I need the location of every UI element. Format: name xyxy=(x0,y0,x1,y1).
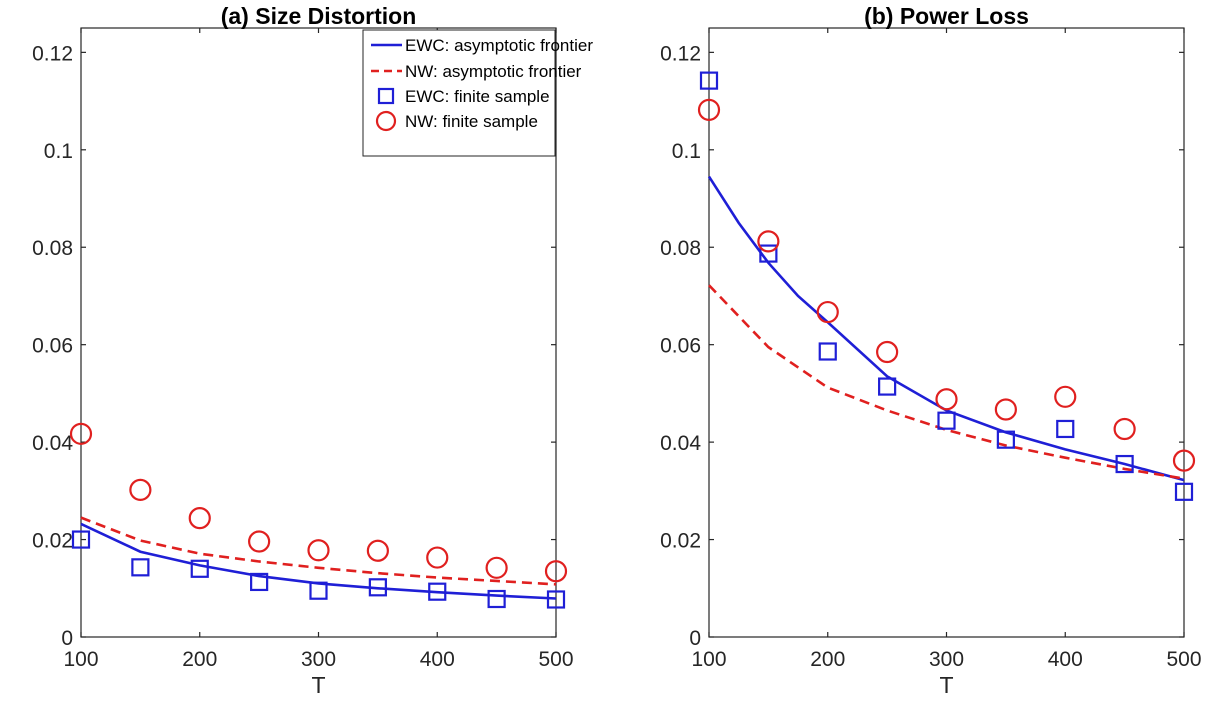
series-line-dashed xyxy=(708,284,1185,480)
square-marker xyxy=(250,572,269,592)
square-marker xyxy=(190,559,209,578)
legend-swatch-ewc-finite xyxy=(377,87,395,105)
chart-title: (b) Power Loss xyxy=(864,3,1029,29)
panel-size-distortion: (a) Size Distortion T 100 200 300 400 500 0 0.… xyxy=(32,3,593,698)
y-tick-label: 0.02 xyxy=(32,530,73,553)
series-line-solid xyxy=(707,175,1185,482)
y-tick-label: 0 xyxy=(61,627,73,650)
x-axis-label: T xyxy=(939,672,953,698)
circle-marker xyxy=(366,539,389,562)
square-marker xyxy=(1115,454,1134,474)
square-marker xyxy=(546,590,566,609)
circle-marker xyxy=(485,556,508,579)
x-tick-label: 500 xyxy=(1166,648,1201,671)
series-line-dashed xyxy=(80,516,557,586)
circle-marker xyxy=(307,539,330,562)
legend-swatch-nw-finite xyxy=(375,110,397,132)
circle-marker xyxy=(188,507,211,530)
square-marker xyxy=(1056,419,1075,439)
tick-group: 100 200 300 400 500 0 0.02 0.04 0.06 0.08 0.1 0.12 xyxy=(660,28,1202,671)
circle-marker xyxy=(994,398,1017,421)
square-marker xyxy=(937,411,956,430)
chart-title: (a) Size Distortion xyxy=(221,3,417,29)
square-marker xyxy=(699,71,719,90)
y-tick-label: 0.08 xyxy=(660,237,701,260)
square-marker xyxy=(309,581,328,600)
square-marker xyxy=(487,589,506,609)
circle-marker xyxy=(426,546,449,569)
x-tick-label: 200 xyxy=(182,648,217,671)
circle-marker xyxy=(248,530,271,553)
circle-marker xyxy=(697,98,721,121)
legend-label-nw-finite: NW: finite sample xyxy=(405,112,538,131)
y-tick-label: 0.06 xyxy=(32,335,73,358)
series-group xyxy=(69,422,568,609)
circle-marker xyxy=(1172,449,1196,472)
x-tick-label: 200 xyxy=(810,648,845,671)
y-tick-label: 0.04 xyxy=(32,432,73,455)
x-tick-label: 300 xyxy=(301,648,336,671)
y-tick-label: 0.1 xyxy=(44,140,73,163)
x-tick-label: 100 xyxy=(691,648,726,671)
circle-marker xyxy=(1054,385,1077,408)
y-tick-label: 0.12 xyxy=(660,42,701,65)
square-marker xyxy=(818,342,837,361)
y-tick-label: 0.04 xyxy=(660,432,701,455)
x-axis-label: T xyxy=(311,672,325,698)
square-marker xyxy=(996,430,1015,449)
square-marker xyxy=(131,558,150,577)
square-marker xyxy=(71,530,91,549)
plot-frame xyxy=(708,27,1185,638)
y-tick-label: 0.02 xyxy=(660,530,701,553)
circle-marker xyxy=(757,230,780,253)
square-marker xyxy=(1174,482,1194,501)
x-tick-label: 100 xyxy=(63,648,98,671)
x-tick-label: 400 xyxy=(420,648,455,671)
y-tick-label: 0.12 xyxy=(32,42,73,65)
y-tick-label: 0 xyxy=(689,627,701,650)
circle-marker xyxy=(1113,417,1136,441)
x-tick-label: 300 xyxy=(929,648,964,671)
legend-box xyxy=(362,29,556,157)
y-tick-label: 0.06 xyxy=(660,335,701,358)
legend-label-ewc-finite: EWC: finite sample xyxy=(405,87,550,106)
circle-marker xyxy=(816,300,839,324)
square-marker xyxy=(368,578,387,597)
legend: EWC: asymptotic frontier NW: asymptotic … xyxy=(362,29,593,157)
circle-marker xyxy=(876,340,899,364)
circle-marker xyxy=(69,422,93,445)
square-marker xyxy=(428,582,447,601)
square-marker xyxy=(878,377,897,396)
y-tick-label: 0.1 xyxy=(672,140,701,163)
tick-group: 100 200 300 400 500 0 0.02 0.04 0.06 0.08 0.1 0.12 xyxy=(32,28,574,671)
legend-label-nw-asymptotic: NW: asymptotic frontier xyxy=(405,62,582,81)
circle-marker xyxy=(544,560,568,583)
series-group xyxy=(697,71,1196,501)
panel-power-loss: (b) Power Loss T 100 200 300 400 500 0 0.02 0.0… xyxy=(660,3,1201,698)
x-tick-label: 400 xyxy=(1048,648,1083,671)
circle-marker xyxy=(129,478,152,501)
circle-marker xyxy=(935,388,958,411)
legend-label-ewc-asymptotic: EWC: asymptotic frontier xyxy=(405,36,593,55)
y-tick-label: 0.08 xyxy=(32,237,73,260)
x-tick-label: 500 xyxy=(538,648,573,671)
square-marker xyxy=(759,244,778,263)
